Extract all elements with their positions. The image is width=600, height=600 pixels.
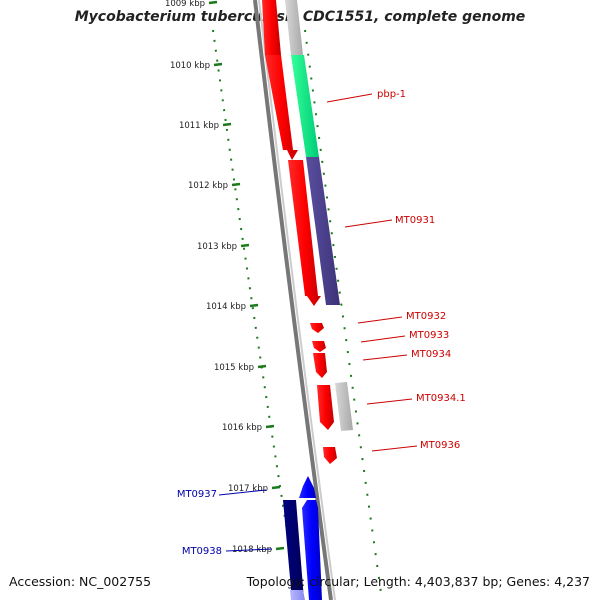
gene-labels: pbp-1 MT0931 MT0932 MT0933 MT0934 MT0934.1 MT0… xyxy=(177,89,466,557)
map-title: Mycobacterium tuberculosis CDC1551, comp… xyxy=(74,9,526,25)
scale-tick-mark xyxy=(240,243,250,248)
backbone-shadow xyxy=(258,0,336,600)
backbone-line xyxy=(253,0,333,600)
scale-tick-mark xyxy=(257,364,267,369)
gene-arrow-mt0936[interactable] xyxy=(323,447,337,464)
feature-green-pbp1[interactable] xyxy=(291,55,319,157)
gene-label[interactable]: MT0932 xyxy=(406,311,446,322)
gene-arrow-mt0933[interactable] xyxy=(312,341,326,352)
scale-tick-mark xyxy=(222,122,232,127)
scale-tick-label: 1011 kbp xyxy=(179,121,219,131)
gene-label[interactable]: MT0936 xyxy=(420,440,460,451)
scale-tick-mark xyxy=(249,303,259,308)
gene-arrow-mt0938[interactable] xyxy=(283,500,304,600)
gene-arrow-mt0931[interactable] xyxy=(288,160,321,306)
scale-tick-label: 1016 kbp xyxy=(222,423,262,433)
gene-features xyxy=(262,0,353,600)
gene-label-leader xyxy=(366,398,413,405)
gene-arrow-pbp1-strand[interactable] xyxy=(262,0,281,55)
gene-label-leader xyxy=(326,93,373,103)
scale-tick-label: 1012 kbp xyxy=(188,181,228,191)
scale-tick-label: 1010 kbp xyxy=(170,61,210,71)
gene-label-leader xyxy=(344,219,393,228)
scale-ring xyxy=(212,29,383,600)
gene-label[interactable]: MT0933 xyxy=(409,330,449,341)
gene-arrow-mt0937-body[interactable] xyxy=(302,500,322,600)
scale-tick-label: 1014 kbp xyxy=(206,302,246,312)
scale-dotted-line xyxy=(212,29,299,600)
gene-label[interactable]: MT0937 xyxy=(177,489,217,500)
scale-tick-mark xyxy=(231,182,241,187)
feature-gray-mt0934-1[interactable] xyxy=(335,382,353,431)
gene-label[interactable]: MT0931 xyxy=(395,215,435,226)
scale-tick-mark xyxy=(271,485,281,490)
gene-label-leader xyxy=(357,316,403,324)
gene-arrow-mt0937[interactable] xyxy=(299,476,316,498)
feature-purple-mt0931[interactable] xyxy=(306,157,340,305)
gene-arrow-mt0934[interactable] xyxy=(313,353,327,378)
scale-tick-label: 1017 kbp xyxy=(228,484,268,494)
accession-label: Accession: NC_002755 xyxy=(9,574,152,589)
scale-tick-mark xyxy=(208,0,218,5)
feature-gray-top[interactable] xyxy=(285,0,303,55)
backbone xyxy=(253,0,336,600)
gene-label-leader xyxy=(225,548,273,552)
genome-summary: Topology: circular; Length: 4,403,837 bp… xyxy=(246,574,590,589)
gene-label[interactable]: pbp-1 xyxy=(377,89,406,100)
feature-lavender[interactable] xyxy=(290,590,305,600)
gene-label-leader xyxy=(218,489,267,496)
scale-tick-mark xyxy=(275,546,285,551)
gene-label[interactable]: MT0934.1 xyxy=(416,393,466,404)
gene-label-leader xyxy=(362,354,408,361)
gene-label-leader xyxy=(360,335,406,343)
gene-label-leader xyxy=(371,445,418,452)
gene-arrow-mt0932[interactable] xyxy=(310,323,324,333)
outer-dotted-line xyxy=(304,29,383,600)
scale-tick-label: 1009 kbp xyxy=(165,0,205,9)
gene-label[interactable]: MT0934 xyxy=(411,349,451,360)
scale-tick-mark xyxy=(265,424,275,429)
scale-tick-label: 1015 kbp xyxy=(214,363,254,373)
gene-label[interactable]: MT0938 xyxy=(182,546,222,557)
gene-arrow-top[interactable] xyxy=(265,55,298,160)
scale-tick-mark xyxy=(213,62,223,67)
scale-tick-label: 1013 kbp xyxy=(197,242,237,252)
gene-arrow-mt0934-1[interactable] xyxy=(317,385,334,430)
